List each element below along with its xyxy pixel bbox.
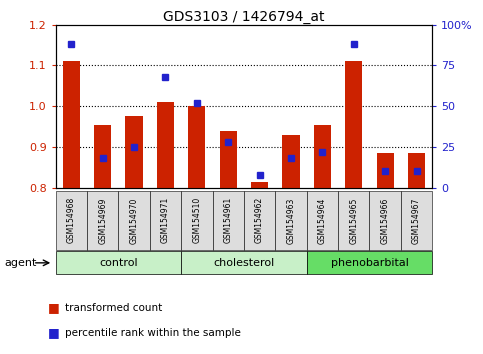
Text: GSM154510: GSM154510: [192, 197, 201, 244]
Bar: [377, 153, 394, 188]
Bar: [283, 135, 299, 188]
Text: GSM154963: GSM154963: [286, 197, 296, 244]
Text: GSM154968: GSM154968: [67, 197, 76, 244]
Text: control: control: [99, 258, 138, 268]
Text: GSM154971: GSM154971: [161, 197, 170, 244]
Bar: [220, 131, 237, 188]
Text: GSM154961: GSM154961: [224, 197, 233, 244]
Bar: [251, 182, 268, 188]
Text: phenobarbital: phenobarbital: [330, 258, 409, 268]
Bar: [126, 116, 142, 188]
Text: ■: ■: [48, 302, 60, 314]
Text: transformed count: transformed count: [65, 303, 162, 313]
Text: GSM154967: GSM154967: [412, 197, 421, 244]
Bar: [94, 125, 111, 188]
Bar: [157, 102, 174, 188]
Text: ■: ■: [48, 326, 60, 339]
Bar: [188, 106, 205, 188]
Text: agent: agent: [5, 258, 37, 268]
Bar: [314, 125, 331, 188]
Title: GDS3103 / 1426794_at: GDS3103 / 1426794_at: [163, 10, 325, 24]
Text: GSM154965: GSM154965: [349, 197, 358, 244]
Text: GSM154969: GSM154969: [98, 197, 107, 244]
Bar: [63, 61, 80, 188]
Text: GSM154966: GSM154966: [381, 197, 390, 244]
Bar: [345, 61, 362, 188]
Text: GSM154962: GSM154962: [255, 197, 264, 244]
Text: cholesterol: cholesterol: [213, 258, 274, 268]
Text: GSM154964: GSM154964: [318, 197, 327, 244]
Text: percentile rank within the sample: percentile rank within the sample: [65, 328, 241, 338]
Text: GSM154970: GSM154970: [129, 197, 139, 244]
Bar: [408, 153, 425, 188]
